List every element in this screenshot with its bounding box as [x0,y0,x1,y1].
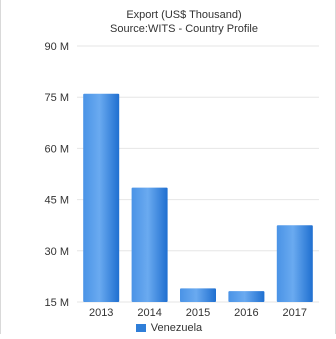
x-tick-label-2015: 2015 [186,307,210,319]
y-tick-label: 45 M [45,195,69,207]
bar-2014[interactable] [131,187,168,302]
x-tick-label-2014: 2014 [137,307,161,319]
y-tick-label: 90 M [45,41,69,53]
y-tick-label: 60 M [45,143,69,155]
y-tick-label: 30 M [45,246,69,258]
bar-2015[interactable] [180,288,216,302]
legend-swatch-venezuela [135,324,146,332]
bar-2013[interactable] [83,93,120,302]
x-tick-label-2013: 2013 [89,307,113,319]
bar-2017[interactable] [276,225,313,302]
bar-2016[interactable] [228,291,265,302]
x-tick-label-2016: 2016 [234,307,258,319]
chart-title: Export (US$ Thousand) [126,9,241,21]
chart-subtitle: Source:WITS - Country Profile [110,23,258,35]
legend-label-venezuela: Venezuela [150,322,203,334]
x-tick-label-2017: 2017 [283,307,307,319]
y-tick-label: 75 M [45,92,69,104]
legend[interactable]: Venezuela [1,322,336,334]
y-tick-label: 15 M [45,297,69,309]
